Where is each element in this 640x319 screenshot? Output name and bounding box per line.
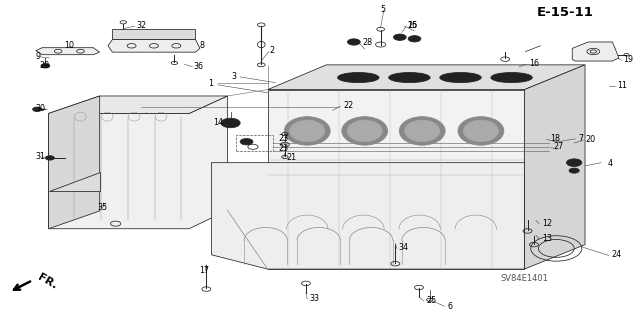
- Polygon shape: [49, 96, 227, 229]
- Circle shape: [33, 107, 42, 112]
- Circle shape: [348, 39, 360, 45]
- Text: 28: 28: [362, 38, 372, 47]
- Ellipse shape: [440, 72, 481, 83]
- Polygon shape: [268, 65, 585, 90]
- Text: 34: 34: [399, 243, 408, 252]
- Text: 3: 3: [232, 72, 237, 81]
- Polygon shape: [572, 42, 619, 61]
- Text: SV84E1401: SV84E1401: [500, 274, 548, 283]
- Polygon shape: [108, 40, 200, 52]
- Circle shape: [394, 34, 406, 41]
- Text: 21: 21: [287, 153, 297, 162]
- Circle shape: [569, 168, 579, 173]
- Ellipse shape: [458, 117, 504, 145]
- Polygon shape: [524, 65, 585, 269]
- Text: 26: 26: [408, 21, 418, 30]
- Ellipse shape: [342, 117, 388, 145]
- Circle shape: [45, 156, 54, 160]
- Ellipse shape: [347, 120, 382, 142]
- Text: 5: 5: [380, 5, 385, 14]
- Text: 4: 4: [607, 159, 612, 168]
- Circle shape: [221, 118, 240, 128]
- Ellipse shape: [491, 72, 532, 83]
- Text: 24: 24: [611, 250, 621, 259]
- Text: 14: 14: [213, 118, 223, 127]
- Text: FR.: FR.: [36, 272, 59, 291]
- Text: 22: 22: [343, 101, 353, 110]
- Text: 31: 31: [36, 152, 46, 161]
- Text: 10: 10: [65, 41, 74, 50]
- Text: 16: 16: [529, 59, 539, 68]
- Text: 35: 35: [98, 203, 108, 211]
- Ellipse shape: [290, 120, 324, 142]
- Ellipse shape: [445, 74, 476, 81]
- Text: 15: 15: [407, 21, 417, 30]
- Text: 1: 1: [208, 79, 213, 88]
- Polygon shape: [268, 90, 524, 269]
- Ellipse shape: [284, 117, 330, 145]
- Text: 19: 19: [623, 55, 634, 64]
- Text: 12: 12: [542, 219, 552, 227]
- Ellipse shape: [404, 120, 440, 142]
- Text: 2: 2: [269, 46, 274, 56]
- Polygon shape: [49, 172, 100, 191]
- Polygon shape: [36, 48, 100, 55]
- Text: 23: 23: [278, 134, 289, 143]
- Text: 32: 32: [136, 21, 146, 30]
- Ellipse shape: [495, 74, 527, 81]
- Circle shape: [408, 36, 421, 42]
- Text: 8: 8: [200, 41, 205, 50]
- Ellipse shape: [388, 72, 430, 83]
- Text: 11: 11: [617, 81, 627, 90]
- Text: 9: 9: [36, 52, 41, 61]
- Text: 23: 23: [278, 144, 289, 153]
- Circle shape: [566, 159, 582, 167]
- Text: 20: 20: [586, 135, 596, 144]
- Circle shape: [41, 63, 50, 68]
- Text: 7: 7: [578, 134, 583, 143]
- Polygon shape: [211, 163, 524, 269]
- Text: 13: 13: [542, 234, 552, 243]
- Text: E-15-11: E-15-11: [537, 6, 594, 19]
- Polygon shape: [49, 96, 227, 114]
- Text: 29: 29: [39, 61, 49, 70]
- Circle shape: [240, 138, 253, 145]
- Text: 33: 33: [309, 294, 319, 303]
- Ellipse shape: [394, 74, 426, 81]
- Bar: [236, 135, 273, 151]
- Polygon shape: [113, 29, 195, 40]
- Ellipse shape: [399, 117, 445, 145]
- Text: 36: 36: [193, 62, 204, 70]
- Text: 30: 30: [36, 104, 46, 113]
- Polygon shape: [49, 96, 100, 229]
- Text: 18: 18: [550, 134, 560, 143]
- Text: 6: 6: [448, 302, 452, 311]
- Ellipse shape: [342, 74, 374, 81]
- Text: 27: 27: [554, 142, 564, 151]
- Text: 25: 25: [426, 296, 436, 305]
- Ellipse shape: [337, 72, 379, 83]
- Ellipse shape: [463, 120, 499, 142]
- Text: 17: 17: [198, 266, 209, 275]
